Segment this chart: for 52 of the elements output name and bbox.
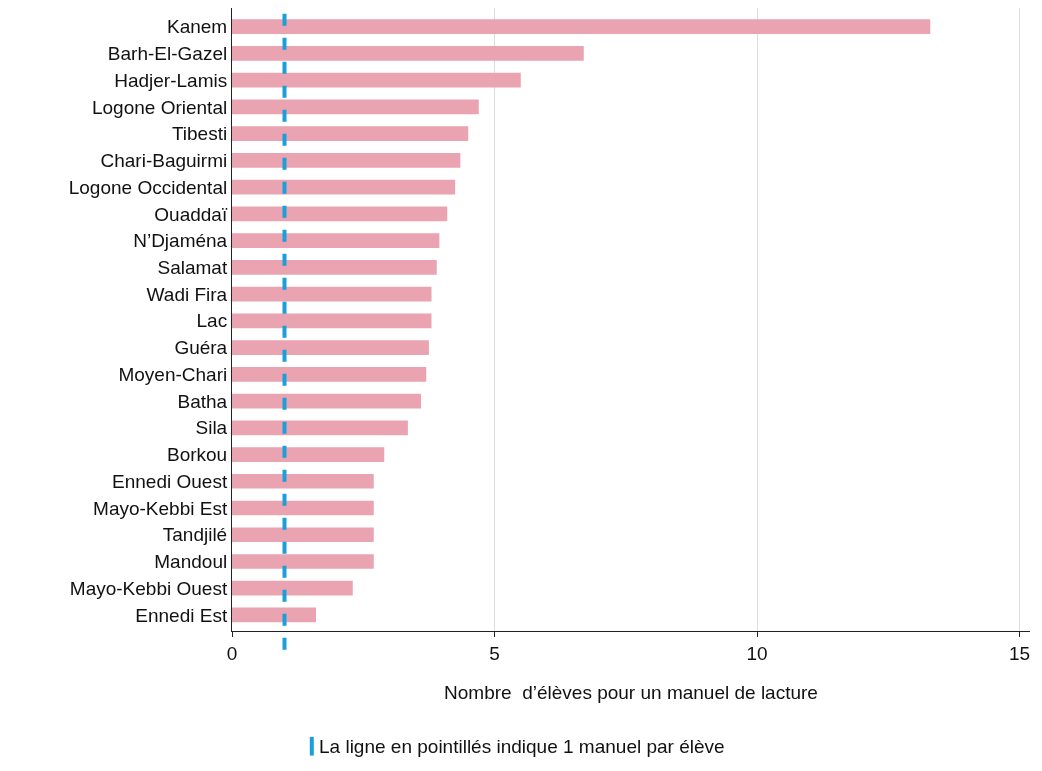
bar <box>232 313 432 329</box>
y-tick-label: Mandoul <box>154 551 228 573</box>
bar <box>232 393 421 409</box>
y-tick-label: N’Djaména <box>133 230 228 252</box>
y-tick-label: Hadjer-Lamis <box>114 69 228 91</box>
y-tick-label: Chari-Baguirmi <box>100 150 228 172</box>
y-tick-label: Batha <box>177 390 228 412</box>
y-tick-label: Lac <box>196 310 228 332</box>
bar <box>232 19 931 35</box>
y-tick-label: Tandjilé <box>162 524 228 546</box>
bar <box>232 554 374 569</box>
bar <box>232 580 353 596</box>
bar <box>232 286 432 302</box>
y-tick-label: Ouaddaï <box>154 203 228 225</box>
y-tick-label: Barh-El-Gazel <box>107 43 228 65</box>
bar <box>232 153 461 168</box>
y-tick-label: Salamat <box>157 257 228 279</box>
bar <box>232 473 374 489</box>
y-tick-label: Guéra <box>174 337 228 359</box>
bar <box>232 99 479 115</box>
bar <box>232 607 316 623</box>
y-tick-label: Logone Oriental <box>91 96 228 118</box>
x-axis-title: Nombre d’élèves pour un manuel de lacture <box>444 681 818 703</box>
bar <box>232 46 584 61</box>
y-tick-label: Borkou <box>167 444 228 466</box>
y-tick-label: Kanem <box>167 16 228 38</box>
x-tick-label: 15 <box>1008 642 1031 664</box>
bar <box>232 233 440 248</box>
bar <box>232 206 448 222</box>
legend-label: La ligne en pointillés indique 1 manuel par élève <box>319 736 725 757</box>
y-tick-label: Moyen-Chari <box>118 363 228 385</box>
y-tick-label: Sila <box>195 417 228 439</box>
bar <box>232 179 456 195</box>
bar <box>232 126 469 142</box>
x-tick-label: 5 <box>489 642 500 664</box>
y-tick-label: Logone Occidental <box>68 176 228 198</box>
y-tick-label: Wadi Fira <box>146 283 228 305</box>
y-tick-label: Ennedi Ouest <box>112 470 228 492</box>
bar <box>232 72 521 88</box>
bar <box>232 366 427 382</box>
bar <box>232 420 408 436</box>
bar <box>232 260 437 275</box>
x-tick-label: 10 <box>746 642 768 664</box>
y-tick-label: Tibesti <box>171 123 228 145</box>
bar <box>232 527 374 543</box>
x-tick-label: 0 <box>226 642 238 664</box>
y-tick-label: Ennedi Est <box>135 604 228 626</box>
bar <box>232 340 429 355</box>
y-tick-label: Mayo-Kebbi Est <box>93 497 228 519</box>
bar <box>232 447 385 462</box>
bar <box>232 500 374 516</box>
y-tick-label: Mayo-Kebbi Ouest <box>69 577 228 599</box>
